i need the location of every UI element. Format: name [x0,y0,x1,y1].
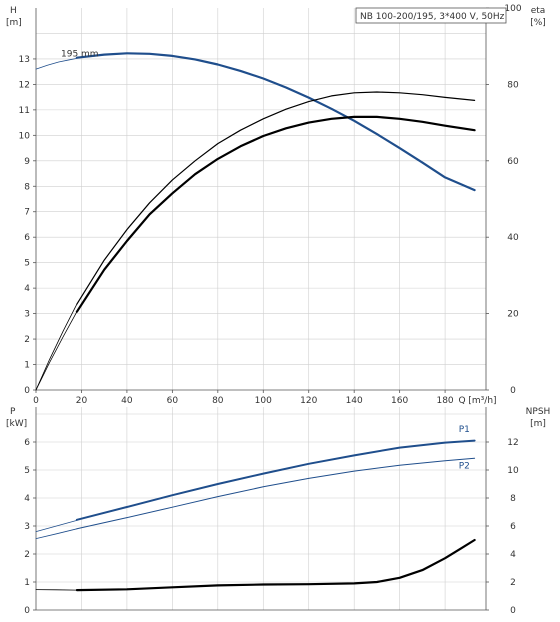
left-tick-label: 10 [19,131,31,141]
right-tick-label: 40 [507,233,519,243]
right-axis-unit: [m] [530,419,546,429]
series-line-p2 [76,457,476,530]
x-tick-label: 180 [436,396,453,406]
left-tick-label: 0 [24,386,30,396]
left-tick-label: 2 [24,550,30,560]
left-tick-label: 3 [24,522,30,532]
x-tick-label: 60 [167,396,179,406]
left-tick-label: 5 [24,259,30,269]
left-tick-label: 1 [24,361,30,371]
x-tick-label: 100 [255,396,272,406]
x-tick-label: 40 [121,396,133,406]
left-tick-label: 5 [24,466,30,476]
x-tick-label: 20 [76,396,88,406]
right-tick-label: 20 [507,310,519,320]
right-tick-label: 12 [507,438,518,448]
left-axis-unit: [m] [6,18,22,28]
left-tick-label: 2 [24,335,30,345]
series-line-npsh_ext [35,589,78,591]
series-line-eta_ext_thick [35,311,78,391]
curve-label: 195 mm [61,49,99,59]
right-axis-title: eta [531,6,546,16]
right-tick-label: 60 [507,157,519,167]
left-tick-label: 3 [24,310,30,320]
right-tick-label: 80 [507,80,519,90]
right-tick-label: 0 [510,606,516,616]
series-line-head_ext [35,58,78,70]
left-tick-label: 12 [19,80,30,90]
left-tick-label: 6 [24,438,30,448]
right-tick-label: 8 [510,494,516,504]
left-axis-unit: [kW] [6,419,27,429]
series-line-p2_ext [35,528,78,539]
right-axis-title: NPSH [526,407,551,417]
left-tick-label: 6 [24,233,30,243]
right-tick-label: 0 [510,386,516,396]
series-line-p1_ext [35,520,78,532]
left-tick-label: 4 [24,284,30,294]
x-tick-label: 80 [212,396,224,406]
series-line-p1 [75,439,476,521]
x-tick-label: 120 [300,396,317,406]
x-tick-label: 140 [346,396,363,406]
series-line-eta_thin [76,91,476,305]
curve-label: P2 [459,462,470,472]
left-axis-title: H [10,6,17,16]
x-axis-label: Q [m³/h] [458,396,496,406]
series-line-eta_thick [75,115,476,313]
series-line-head [75,52,476,192]
series-line-eta_ext_thin [35,303,78,391]
right-tick-label: 100 [504,4,521,14]
chart-title: NB 100-200/195, 3*400 V, 50Hz [360,12,505,22]
left-axis-title: P [10,407,16,417]
left-tick-label: 13 [19,55,30,65]
x-tick-label: 160 [391,396,408,406]
left-tick-label: 4 [24,494,30,504]
right-tick-label: 6 [510,522,516,532]
right-tick-label: 2 [510,578,516,588]
left-tick-label: 9 [24,157,30,167]
curve-label: P1 [459,425,470,435]
right-axis-unit: [%] [530,18,546,28]
series-line-npsh [75,538,476,592]
left-tick-label: 8 [24,182,30,192]
right-tick-label: 10 [507,466,519,476]
x-tick-label: 0 [33,396,39,406]
right-tick-label: 4 [510,550,516,560]
left-tick-label: 7 [24,208,30,218]
left-tick-label: 11 [19,106,30,116]
left-tick-label: 0 [24,606,30,616]
left-tick-label: 1 [24,578,30,588]
chart-title-box [355,7,507,24]
